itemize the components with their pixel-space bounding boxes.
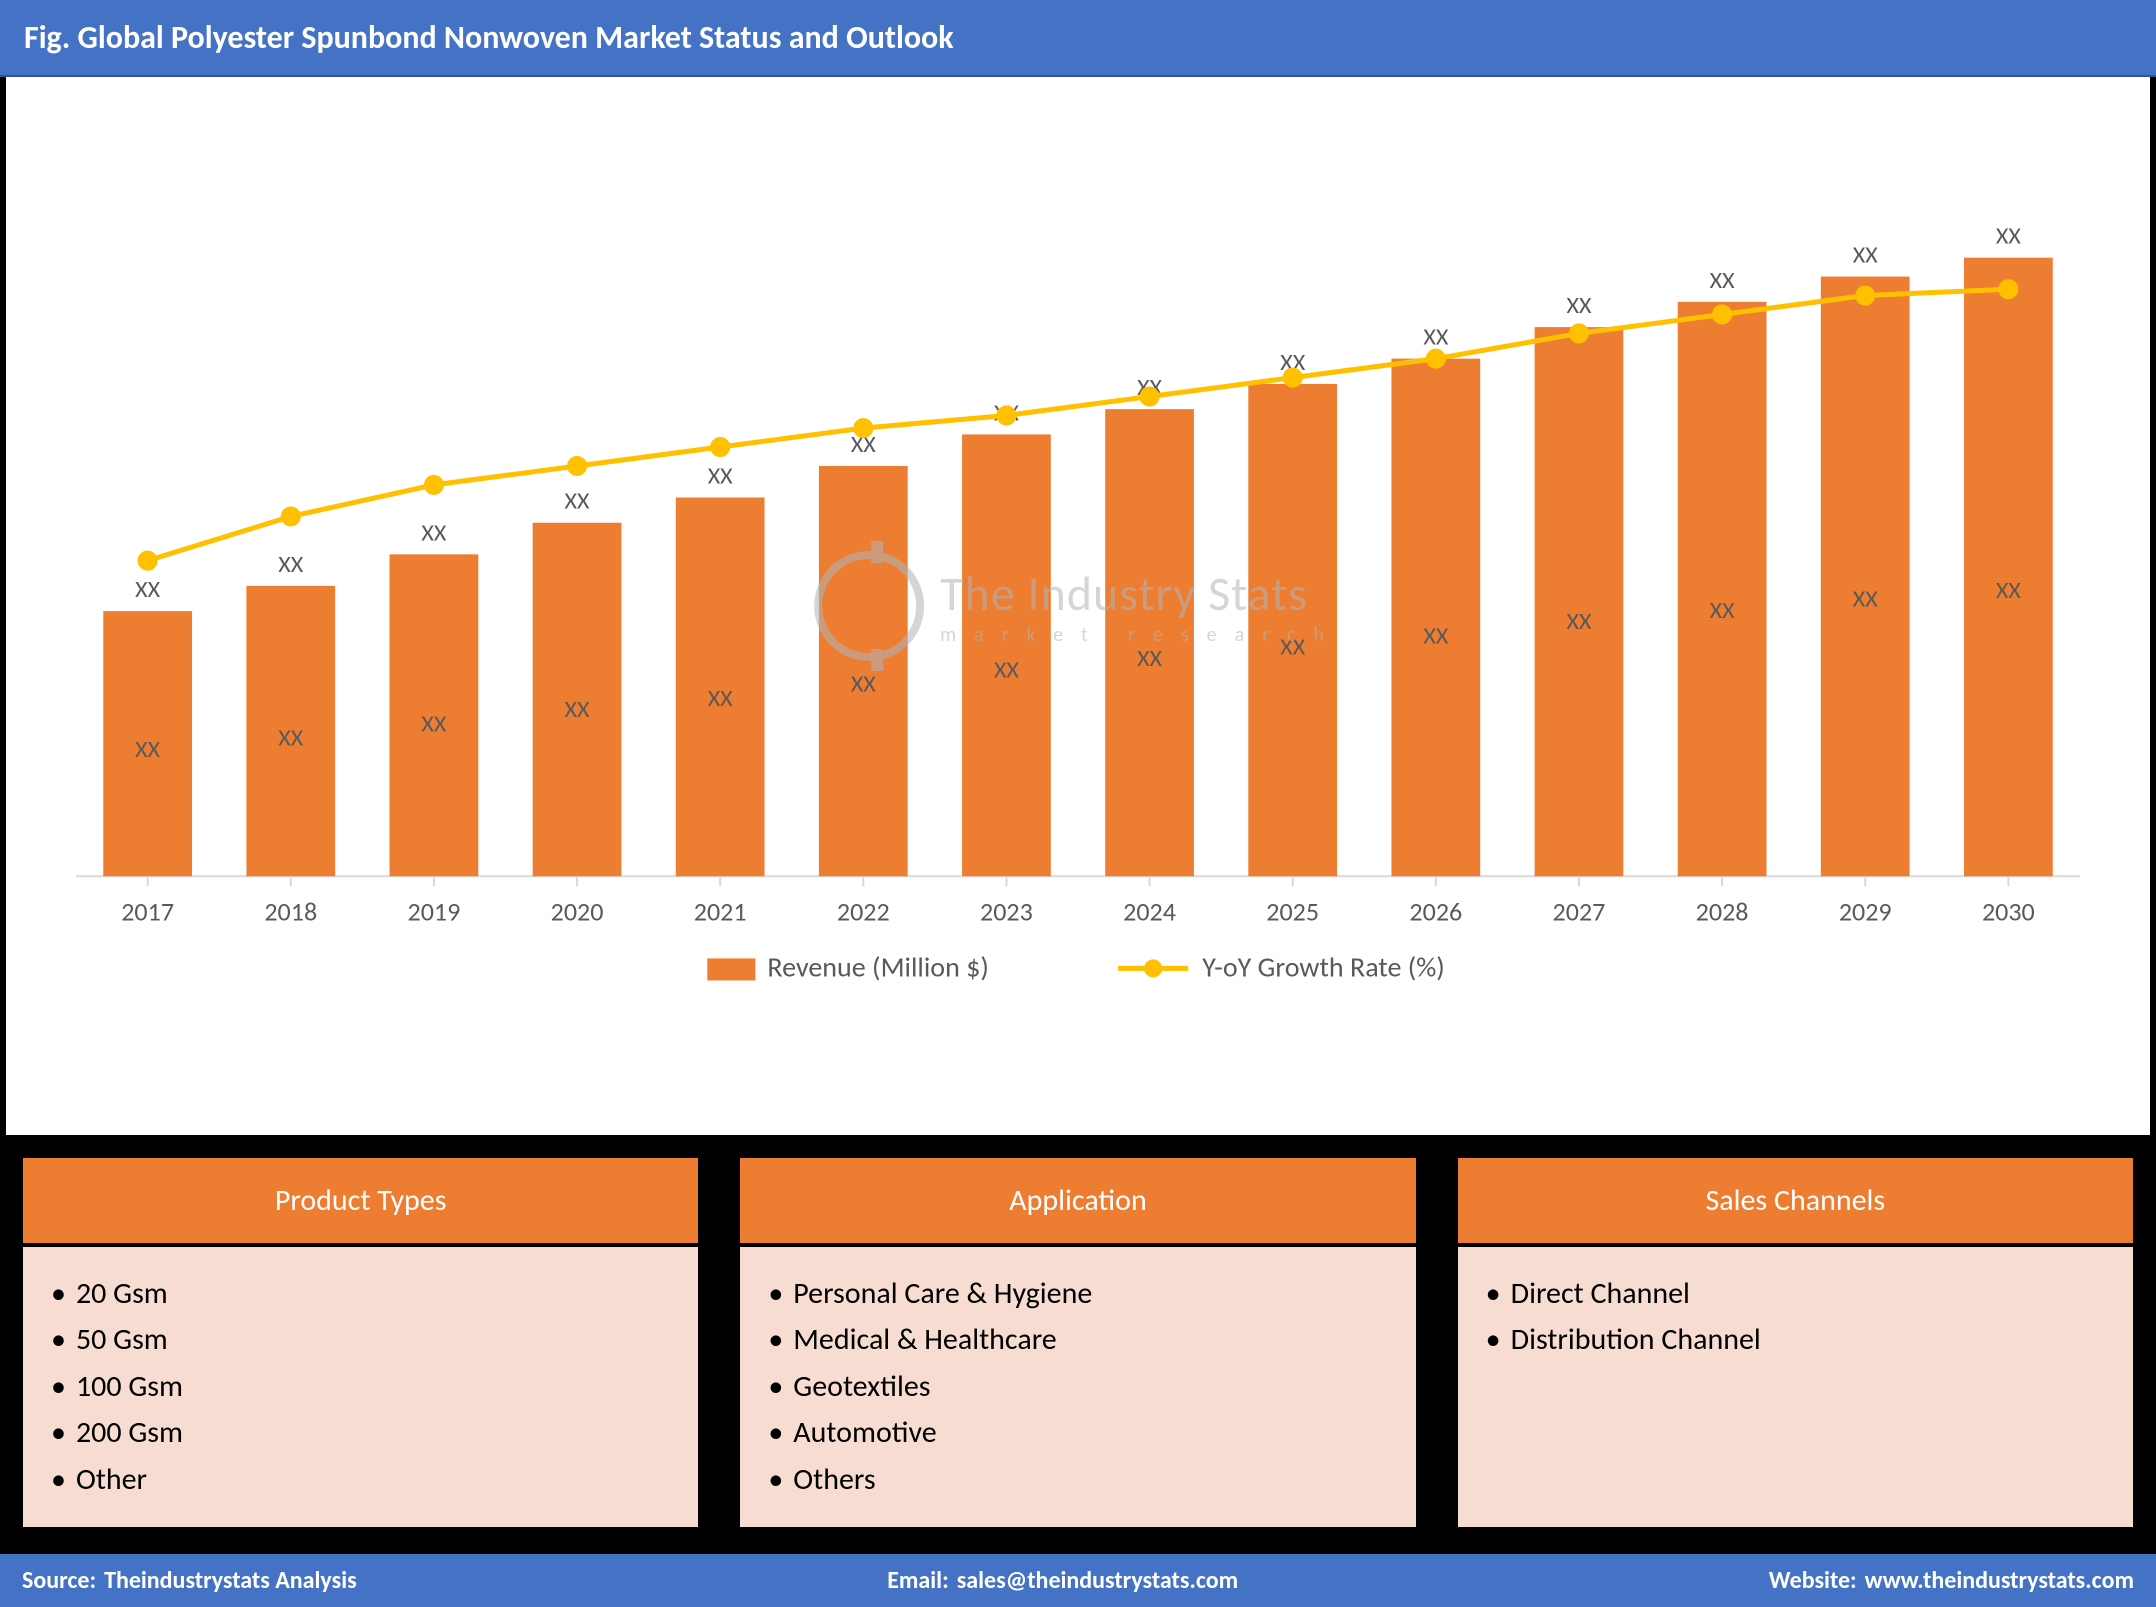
svg-text:XX: XX <box>708 684 733 713</box>
svg-text:XX: XX <box>135 735 160 764</box>
panel-body: 20 Gsm50 Gsm100 Gsm200 GsmOther <box>23 1247 698 1528</box>
panel-header: Sales Channels <box>1458 1158 2133 1247</box>
svg-text:XX: XX <box>565 695 590 724</box>
svg-text:2021: 2021 <box>694 895 747 927</box>
svg-text:Revenue (Million $): Revenue (Million $) <box>767 949 988 984</box>
svg-text:Y-oY Growth Rate (%): Y-oY Growth Rate (%) <box>1202 949 1445 984</box>
svg-text:2018: 2018 <box>264 895 317 927</box>
svg-text:XX: XX <box>421 518 446 547</box>
list-item: Distribution Channel <box>1486 1317 2105 1364</box>
svg-text:XX: XX <box>1853 241 1878 270</box>
footer-email-value: sales@theindustrystats.com <box>957 1566 1239 1595</box>
svg-text:XX: XX <box>851 670 876 699</box>
svg-text:2026: 2026 <box>1409 895 1462 927</box>
svg-text:2017: 2017 <box>121 895 174 927</box>
svg-text:2027: 2027 <box>1553 895 1606 927</box>
figure-title: Fig. Global Polyester Spunbond Nonwoven … <box>0 0 2156 77</box>
panels-row: Product Types20 Gsm50 Gsm100 Gsm200 GsmO… <box>0 1135 2156 1551</box>
svg-text:2019: 2019 <box>408 895 461 927</box>
panel-header: Product Types <box>23 1158 698 1247</box>
list-item: Others <box>768 1457 1387 1504</box>
footer-email: Email: sales@theindustrystats.com <box>887 1566 1238 1595</box>
footer-source-label: Source: <box>22 1566 96 1595</box>
panel: Sales ChannelsDirect ChannelDistribution… <box>1457 1157 2134 1529</box>
svg-text:XX: XX <box>1423 621 1448 650</box>
svg-text:XX: XX <box>278 550 303 579</box>
svg-text:XX: XX <box>278 724 303 753</box>
footer-email-label: Email: <box>887 1566 949 1595</box>
panel: ApplicationPersonal Care & HygieneMedica… <box>739 1157 1416 1529</box>
combo-chart: XX XX 2017 XX XX 2018 XX XX 2019 XX XX 2020 XX XX 2021… <box>36 107 2120 1125</box>
list-item: Automotive <box>768 1410 1387 1457</box>
svg-text:XX: XX <box>1566 291 1591 320</box>
svg-text:XX: XX <box>1280 633 1305 662</box>
svg-text:2023: 2023 <box>980 895 1033 927</box>
svg-text:XX: XX <box>1996 222 2021 251</box>
list-item: Direct Channel <box>1486 1271 2105 1318</box>
svg-text:2028: 2028 <box>1696 895 1749 927</box>
list-item: 20 Gsm <box>51 1271 670 1318</box>
svg-text:XX: XX <box>708 461 733 490</box>
svg-text:XX: XX <box>1710 266 1735 295</box>
svg-text:XX: XX <box>1566 607 1591 636</box>
footer-source: Source: Theindustrystats Analysis <box>22 1566 357 1595</box>
svg-text:XX: XX <box>1423 323 1448 352</box>
list-item: Medical & Healthcare <box>768 1317 1387 1364</box>
chart-area: XX XX 2017 XX XX 2018 XX XX 2019 XX XX 2020 XX XX 2021… <box>0 77 2156 1135</box>
svg-text:XX: XX <box>1996 576 2021 605</box>
list-item: Personal Care & Hygiene <box>768 1271 1387 1318</box>
svg-text:XX: XX <box>421 709 446 738</box>
footer-bar: Source: Theindustrystats Analysis Email:… <box>0 1550 2156 1607</box>
panel-body: Personal Care & HygieneMedical & Healthc… <box>740 1247 1415 1528</box>
footer-website: Website: www.theindustrystats.com <box>1769 1566 2134 1595</box>
list-item: 50 Gsm <box>51 1317 670 1364</box>
svg-text:XX: XX <box>1710 596 1735 625</box>
list-item: 200 Gsm <box>51 1410 670 1457</box>
footer-source-value: Theindustrystats Analysis <box>104 1566 357 1595</box>
svg-text:2030: 2030 <box>1982 895 2035 927</box>
svg-text:2025: 2025 <box>1266 895 1319 927</box>
panel-header: Application <box>740 1158 1415 1247</box>
svg-text:XX: XX <box>135 575 160 604</box>
panel-body: Direct ChannelDistribution Channel <box>1458 1247 2133 1527</box>
list-item: 100 Gsm <box>51 1364 670 1411</box>
list-item: Geotextiles <box>768 1364 1387 1411</box>
svg-text:2029: 2029 <box>1839 895 1892 927</box>
svg-text:XX: XX <box>565 487 590 516</box>
footer-website-label: Website: <box>1769 1566 1857 1595</box>
footer-website-value: www.theindustrystats.com <box>1865 1566 2134 1595</box>
svg-text:XX: XX <box>1853 584 1878 613</box>
panel: Product Types20 Gsm50 Gsm100 Gsm200 GsmO… <box>22 1157 699 1529</box>
list-item: Other <box>51 1457 670 1504</box>
svg-text:2024: 2024 <box>1123 895 1176 927</box>
svg-text:XX: XX <box>994 655 1019 684</box>
svg-text:2020: 2020 <box>551 895 604 927</box>
svg-text:2022: 2022 <box>837 895 890 927</box>
svg-text:XX: XX <box>1137 644 1162 673</box>
